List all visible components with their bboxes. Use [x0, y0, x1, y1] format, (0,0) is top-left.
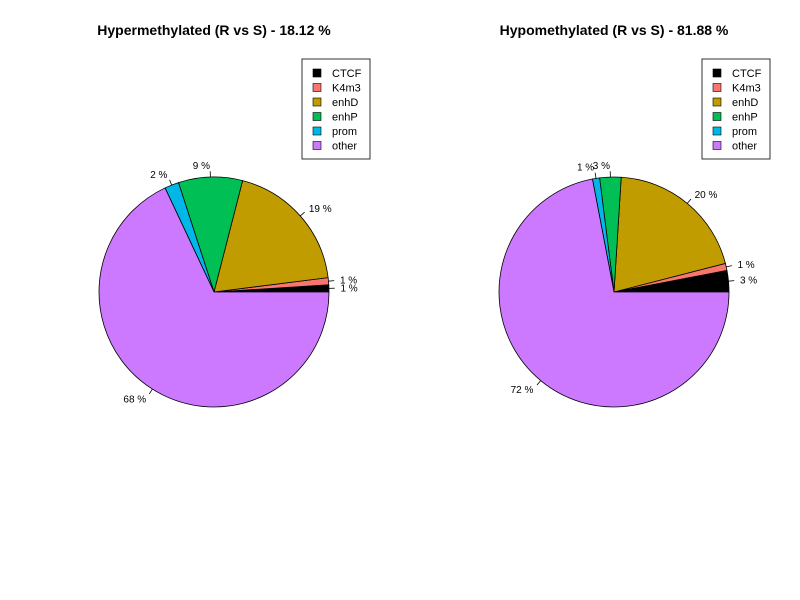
slice-leader-k4m3 [726, 265, 732, 268]
legend-swatch-prom [712, 126, 722, 136]
slice-label-k4m3: 1 % [737, 260, 754, 271]
slice-label-ctcf: 1 % [340, 284, 357, 295]
legend-swatch-ctcf [712, 68, 722, 78]
pie-slice-enhd [613, 176, 726, 293]
legend-label-ctcf: CTCF [332, 68, 362, 80]
slice-label-enhp: 9 % [193, 161, 210, 172]
legend-label-prom: prom [732, 126, 757, 138]
pie-panel-hypomethylated: Hypomethylated (R vs S) - 81.88 %3 %1 %2… [498, 22, 771, 408]
legend-swatch-other [712, 141, 722, 150]
slice-label-k4m3: 1 % [340, 276, 357, 287]
legend-label-other: other [332, 141, 357, 153]
legend-label-enhd: enhD [332, 97, 358, 109]
legend-swatch-ctcf [312, 68, 322, 78]
slice-label-enhp: 3 % [593, 161, 610, 172]
slice-label-enhd: 20 % [695, 190, 718, 201]
slice-leader-other [148, 388, 153, 395]
legend-label-enhp: enhP [332, 112, 358, 124]
legend-swatch-enhd [312, 97, 322, 107]
slice-label-prom: 2 % [150, 170, 167, 181]
slice-leader-prom [594, 172, 597, 179]
legend: CTCF K4m3 enhD enhP prom other [701, 58, 771, 160]
pie-slice-other [498, 178, 730, 408]
pie-slice-enhd [213, 180, 329, 293]
legend-label-enhd: enhD [732, 97, 758, 109]
slice-label-prom: 1 % [577, 163, 594, 174]
slice-leader-enhd [299, 211, 305, 217]
slice-label-ctcf: 3 % [740, 276, 757, 287]
slice-label-enhd: 19 % [309, 204, 332, 215]
chart-title: Hypomethylated (R vs S) - 81.88 % [500, 22, 729, 38]
slice-label-other: 72 % [511, 385, 534, 396]
pie-panel-hypermethylated: Hypermethylated (R vs S) - 18.12 % 1 %1 %… [97, 22, 371, 408]
legend-label-k4m3: K4m3 [732, 83, 761, 95]
slice-label-other: 68 % [123, 394, 146, 405]
legend-swatch-enhp [712, 112, 722, 121]
legend: CTCF K4m3 enhD enhP prom other [301, 58, 371, 160]
legend-swatch-k4m3 [312, 83, 322, 92]
legend-swatch-enhd [712, 97, 722, 107]
slice-leader-ctcf [728, 280, 735, 282]
legend-swatch-prom [312, 126, 322, 136]
chart-title: Hypermethylated (R vs S) - 18.12 % [97, 22, 331, 38]
legend-label-prom: prom [332, 126, 357, 138]
legend-swatch-k4m3 [712, 83, 722, 92]
legend-swatch-enhp [312, 112, 322, 121]
slice-leader-prom [169, 179, 173, 186]
legend-swatch-other [312, 141, 322, 150]
legend-label-k4m3: K4m3 [332, 83, 361, 95]
slice-leader-enhd [686, 198, 692, 204]
legend-label-ctcf: CTCF [732, 68, 762, 80]
pie-slice-other [98, 187, 330, 408]
legend-label-enhp: enhP [732, 112, 758, 124]
slice-leader-k4m3 [328, 280, 335, 282]
legend-label-other: other [732, 141, 757, 153]
slice-leader-other [536, 380, 542, 386]
